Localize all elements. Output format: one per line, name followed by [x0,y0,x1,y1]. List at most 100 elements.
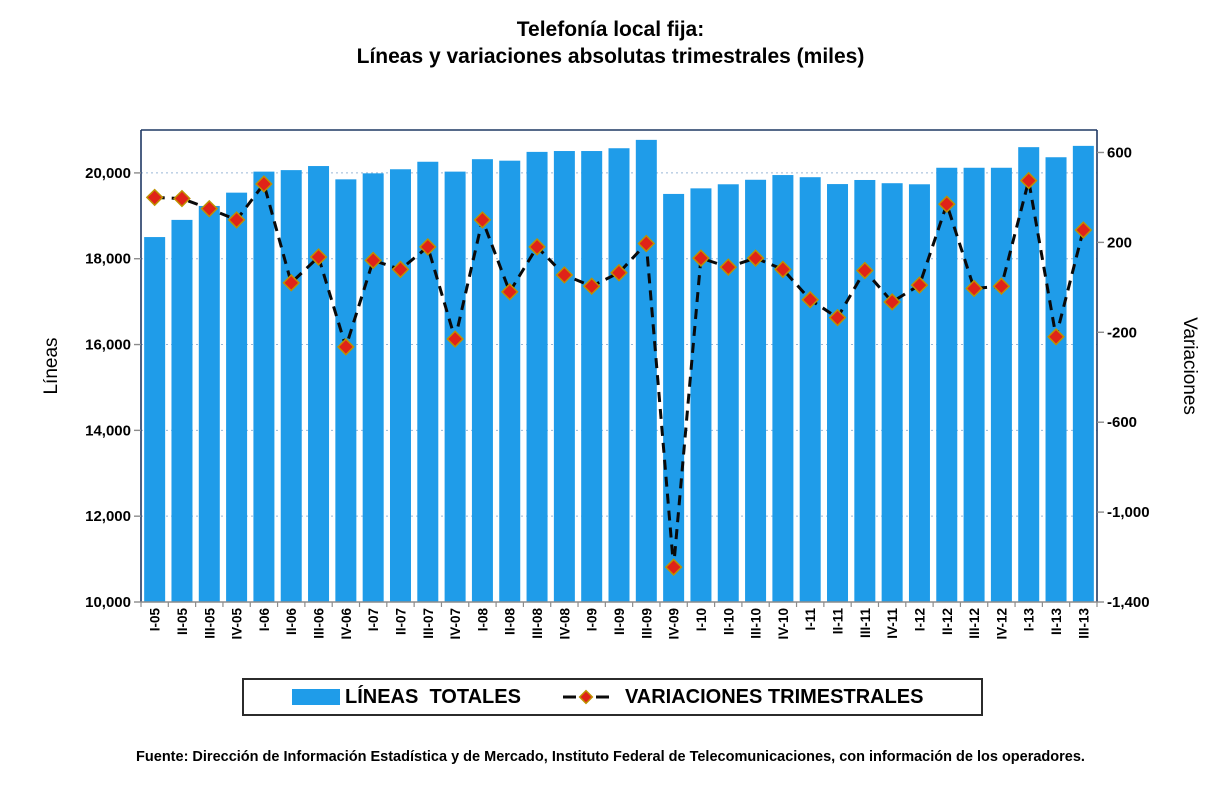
variation-point-I-07 [364,251,383,270]
bar-I-11 [799,177,821,602]
variation-point-II-05 [173,189,191,208]
left-axis-label-10,000: 10,000 [85,594,131,611]
bar-IV-05 [226,192,248,602]
right-axis-label--1,400: -1,400 [1107,594,1150,611]
bar-I-08 [471,159,493,603]
variation-point-I-12 [910,276,929,294]
variation-point-III-06 [309,248,328,266]
x-label-I-13: I-13 [1022,608,1037,632]
bar-II-10 [717,184,739,602]
x-label-II-05: II-05 [175,608,190,636]
bar-II-07 [389,169,411,602]
x-label-IV-09: IV-09 [667,608,682,640]
right-axis-label-600: 600 [1107,144,1132,161]
left-axis-label-18,000: 18,000 [85,251,131,268]
variation-point-I-10 [692,249,710,267]
bar-IV-06 [335,179,357,602]
x-label-IV-06: IV-06 [339,608,354,640]
legend-label-lineas-totales: LÍNEAS TOTALES [345,685,521,708]
bar-I-06 [253,171,275,602]
bar-II-11 [827,184,849,602]
bar-I-07 [362,173,384,602]
x-label-II-11: II-11 [831,608,846,635]
x-label-III-11: III-11 [858,608,873,639]
source-text: Fuente: Dirección de Información Estadís… [136,749,1085,765]
variation-point-III-11 [855,261,874,280]
variation-point-I-09 [582,277,601,296]
variation-point-IV-08 [555,266,574,284]
variation-point-II-06 [282,273,301,292]
variation-point-I-05 [145,188,164,207]
x-label-I-10: I-10 [694,608,709,631]
x-label-I-08: I-08 [475,608,490,632]
left-axis-title: Líneas [41,337,62,394]
bar-III-09 [635,139,657,603]
variation-point-I-13 [1019,171,1038,190]
bar-III-12 [963,167,985,602]
x-label-I-12: I-12 [912,608,927,631]
bar-III-07 [417,161,439,602]
variation-dashed-line [154,180,1085,568]
x-label-II-13: II-13 [1049,608,1064,636]
variation-point-III-09 [637,234,656,253]
right-axis-label-200: 200 [1107,234,1132,251]
x-label-II-10: II-10 [721,608,736,635]
variation-point-III-08 [528,238,546,256]
variation-point-II-08 [500,282,519,301]
bar-IV-07 [444,171,466,602]
legend-line-marker [562,689,609,705]
left-axis-label-16,000: 16,000 [85,337,131,354]
variation-point-III-07 [418,238,437,256]
bar-II-08 [499,160,521,602]
x-label-III-06: III-06 [312,608,327,639]
bar-I-05 [144,237,166,603]
bar-IV-11 [881,183,903,602]
bar-II-05 [171,219,193,603]
right-axis-label--600: -600 [1107,414,1137,431]
variation-point-IV-09 [664,558,683,577]
variation-point-I-11 [801,290,820,309]
bar-I-12 [908,184,930,602]
chart-title-line1: Telefonía local fija: [516,18,705,41]
bar-III-10 [745,179,767,603]
x-label-II-08: II-08 [503,608,518,636]
variation-point-IV-05 [227,211,246,229]
x-label-IV-10: IV-10 [776,608,791,640]
x-label-I-07: I-07 [366,608,381,631]
variation-point-II-07 [391,260,410,279]
variation-point-II-13 [1047,327,1065,346]
bar-IV-12 [990,167,1012,602]
bar-IV-08 [553,151,575,602]
variation-point-III-10 [746,249,765,267]
x-label-I-11: I-11 [803,608,818,631]
right-axis-label--1,000: -1,000 [1107,504,1150,521]
x-label-IV-07: IV-07 [448,608,463,640]
x-label-III-07: III-07 [421,608,436,639]
x-label-III-13: III-13 [1076,608,1091,639]
variation-point-IV-11 [883,293,901,311]
bar-I-10 [690,188,712,602]
chart-title: Telefonía local fija: Líneas y variacion… [0,16,1221,70]
x-label-IV-12: IV-12 [994,608,1009,640]
left-axis-label-12,000: 12,000 [85,508,131,525]
right-axis-label--200: -200 [1107,324,1137,341]
bar-I-09 [581,151,603,602]
legend-bar-swatch [292,689,340,705]
variation-point-II-10 [719,258,738,276]
x-label-I-06: I-06 [257,608,272,632]
left-axis-label-14,000: 14,000 [85,422,131,439]
x-label-III-08: III-08 [530,608,545,639]
x-label-IV-11: IV-11 [885,608,900,639]
x-label-IV-08: IV-08 [557,608,572,640]
variation-point-II-11 [828,308,847,327]
variation-point-I-08 [473,211,492,229]
bar-II-13 [1045,157,1067,603]
variation-point-III-12 [965,279,983,298]
right-axis-title: Variaciones [1179,317,1200,415]
bar-IV-09 [663,193,685,602]
chart-title-line2: Líneas y variaciones absolutas trimestra… [356,45,865,68]
x-label-IV-05: IV-05 [230,608,245,640]
variation-point-IV-06 [337,338,355,356]
variation-point-II-09 [610,263,628,282]
